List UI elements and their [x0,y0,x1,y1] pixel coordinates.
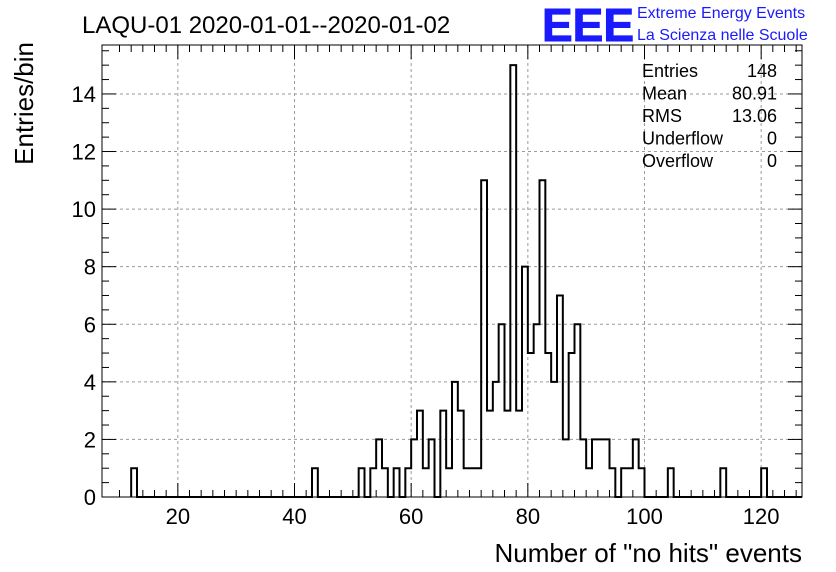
stats-label: Overflow [642,151,714,171]
stats-label: Underflow [642,129,724,149]
x-tick-label: 120 [743,504,780,529]
x-tick-label: 60 [399,504,423,529]
x-tick-label: 20 [166,504,190,529]
stats-value: 148 [747,61,777,81]
stats-box: Entries 148 Mean 80.91 RMS 13.06 Underflow 0 Ove… [642,61,777,171]
eee-logo: EEE Extreme Energy Events La Scienza nel… [542,0,808,52]
stats-label: Entries [642,61,698,81]
axis-ticks [102,45,802,498]
y-tick-label: 14 [72,82,96,107]
stats-label: RMS [642,106,682,126]
eee-logo-line2: La Scienza nelle Scuole [637,27,808,44]
chart-title: LAQU-01 2020-01-01--2020-01-02 [82,12,450,39]
y-tick-label: 0 [84,485,96,510]
x-tick-labels: 20 40 60 80 100 120 [166,504,780,529]
y-tick-label: 6 [84,312,96,337]
x-tick-label: 100 [626,504,663,529]
y-tick-label: 12 [72,140,96,165]
x-axis-label: Number of "no hits" events [495,538,803,568]
stats-value: 80.91 [732,84,777,104]
y-tick-label: 2 [84,427,96,452]
stats-value: 0 [767,151,777,171]
plot-frame [101,44,803,498]
stats-label: Mean [642,84,687,104]
eee-logo-line1: Extreme Energy Events [637,5,805,22]
y-tick-labels: 0 2 4 6 8 10 12 14 [72,82,96,510]
x-tick-label: 80 [516,504,540,529]
grid-lines [102,45,802,497]
stats-value: 0 [767,129,777,149]
x-tick-label: 40 [282,504,306,529]
y-tick-label: 8 [84,255,96,280]
y-tick-label: 4 [84,370,96,395]
y-tick-label: 10 [72,197,96,222]
y-axis-label: Entries/bin [9,42,39,165]
eee-logo-text: EEE [542,0,634,51]
stats-value: 13.06 [732,106,777,126]
